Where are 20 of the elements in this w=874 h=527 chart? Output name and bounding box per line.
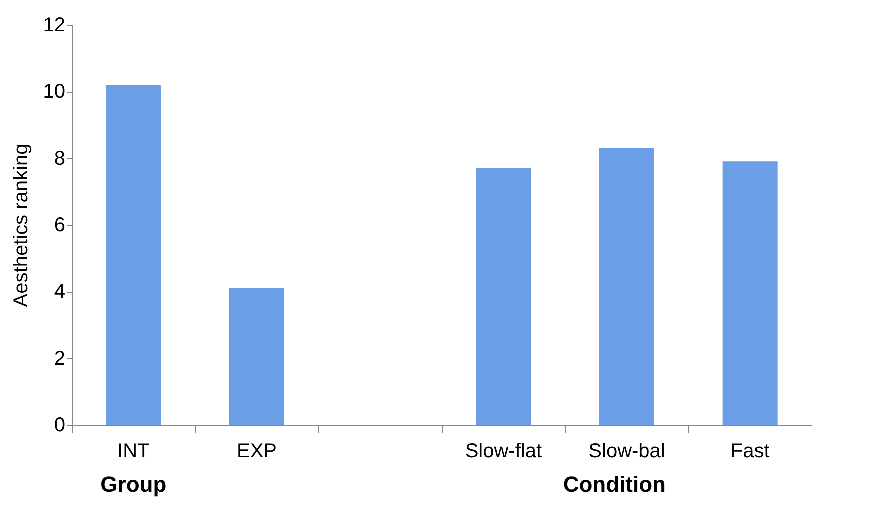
bar: [600, 148, 654, 425]
y-axis-title: Aesthetics ranking: [10, 144, 32, 308]
x-tick-label: Slow-bal: [588, 440, 666, 462]
y-tick-label: 8: [54, 148, 66, 170]
y-tick-label: 0: [54, 414, 66, 436]
bar: [106, 85, 162, 425]
y-tick-label: 12: [43, 14, 66, 36]
text: Condition: [563, 472, 666, 497]
x-tick-label: EXP: [236, 440, 278, 462]
text: Group: [100, 472, 167, 497]
y-tick-label: 6: [54, 214, 66, 236]
x-tick-label: Fast: [730, 440, 770, 462]
x-tick-label: INT: [118, 440, 150, 462]
y-tick-label: 4: [54, 281, 66, 304]
y-tick-label: 2: [54, 348, 66, 370]
bar: [476, 168, 532, 425]
bar: [722, 162, 778, 425]
x-tick-label: Slow-flat: [465, 440, 542, 462]
y-tick-label: 10: [43, 81, 66, 104]
bar: [230, 288, 284, 425]
